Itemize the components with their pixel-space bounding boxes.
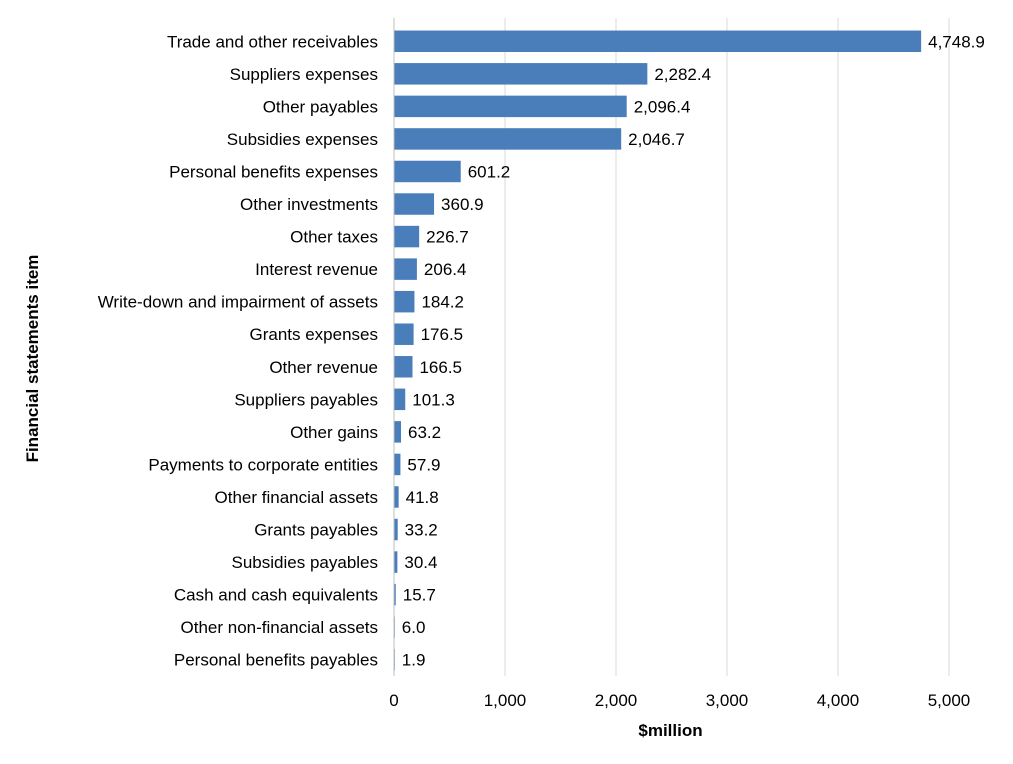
category-label: Other payables: [263, 97, 378, 116]
category-label: Cash and cash equivalents: [174, 586, 378, 605]
category-label: Other non-financial assets: [181, 618, 379, 637]
x-tick-label: 0: [389, 691, 398, 710]
x-tick-label: 1,000: [484, 691, 527, 710]
value-label: 6.0: [402, 618, 426, 637]
gridlines: [504, 18, 950, 676]
bar: [394, 551, 398, 573]
value-label: 360.9: [441, 195, 484, 214]
value-label: 4,748.9: [928, 32, 985, 51]
category-label: Personal benefits expenses: [169, 162, 378, 181]
bar: [394, 128, 622, 150]
category-label: Interest revenue: [255, 260, 378, 279]
value-label: 63.2: [408, 423, 441, 442]
category-label: Write-down and impairment of assets: [98, 293, 378, 312]
bar: [394, 518, 398, 541]
category-label: Subsidies expenses: [227, 130, 378, 149]
category-label: Other financial assets: [215, 488, 378, 507]
value-label: 2,046.7: [628, 130, 685, 149]
bar: [394, 421, 402, 443]
value-label: 33.2: [405, 521, 438, 540]
x-axis-title: $million: [638, 721, 702, 740]
value-label: 30.4: [404, 553, 437, 572]
category-label: Grants payables: [254, 521, 378, 540]
bar: [394, 583, 396, 606]
y-axis-title: Financial statements item: [23, 255, 42, 463]
value-label: 15.7: [403, 586, 436, 605]
bar: [394, 225, 420, 248]
bar: [394, 160, 461, 183]
value-label: 206.4: [424, 260, 467, 279]
value-label: 1.9: [402, 651, 426, 670]
value-label: 41.8: [406, 488, 439, 507]
bar: [394, 356, 413, 378]
value-label: 2,096.4: [634, 97, 691, 116]
value-label: 184.2: [421, 293, 464, 312]
value-label: 101.3: [412, 390, 455, 409]
category-label: Personal benefits payables: [174, 651, 378, 670]
value-label: 2,282.4: [654, 65, 711, 84]
value-labels: 4,748.9 2,282.4 2,096.4 2,046.7 601.2 360.9 22…: [402, 32, 985, 669]
x-tick-label: 2,000: [595, 691, 638, 710]
category-label: Trade and other receivables: [167, 32, 378, 51]
category-label: Suppliers payables: [234, 390, 378, 409]
bar: [394, 290, 415, 313]
bar: [394, 30, 922, 53]
value-label: 226.7: [426, 228, 469, 247]
bar: [394, 486, 399, 508]
x-tick-label: 5,000: [928, 691, 971, 710]
category-labels: Trade and other receivables Suppliers exp…: [98, 32, 378, 669]
bar: [394, 95, 627, 118]
category-label: Other revenue: [269, 358, 378, 377]
bar: [394, 258, 417, 280]
bar: [394, 388, 406, 411]
bar: [394, 193, 435, 215]
category-label: Payments to corporate entities: [148, 455, 378, 474]
value-label: 601.2: [468, 162, 511, 181]
category-label: Grants expenses: [249, 325, 378, 344]
value-label: 57.9: [407, 455, 440, 474]
bar: [394, 453, 401, 476]
category-label: Subsidies payables: [232, 553, 378, 572]
x-tick-label: 4,000: [817, 691, 860, 710]
category-label: Other investments: [240, 195, 378, 214]
category-label: Suppliers expenses: [230, 65, 378, 84]
value-label: 176.5: [421, 325, 464, 344]
value-label: 166.5: [419, 358, 462, 377]
bars: [394, 30, 922, 671]
x-tick-labels: 0 1,000 2,000 3,000 4,000 5,000: [389, 691, 970, 710]
category-label: Other gains: [290, 423, 378, 442]
x-tick-label: 3,000: [706, 691, 749, 710]
bar: [394, 63, 648, 85]
category-label: Other taxes: [290, 228, 378, 247]
bar: [394, 323, 414, 345]
